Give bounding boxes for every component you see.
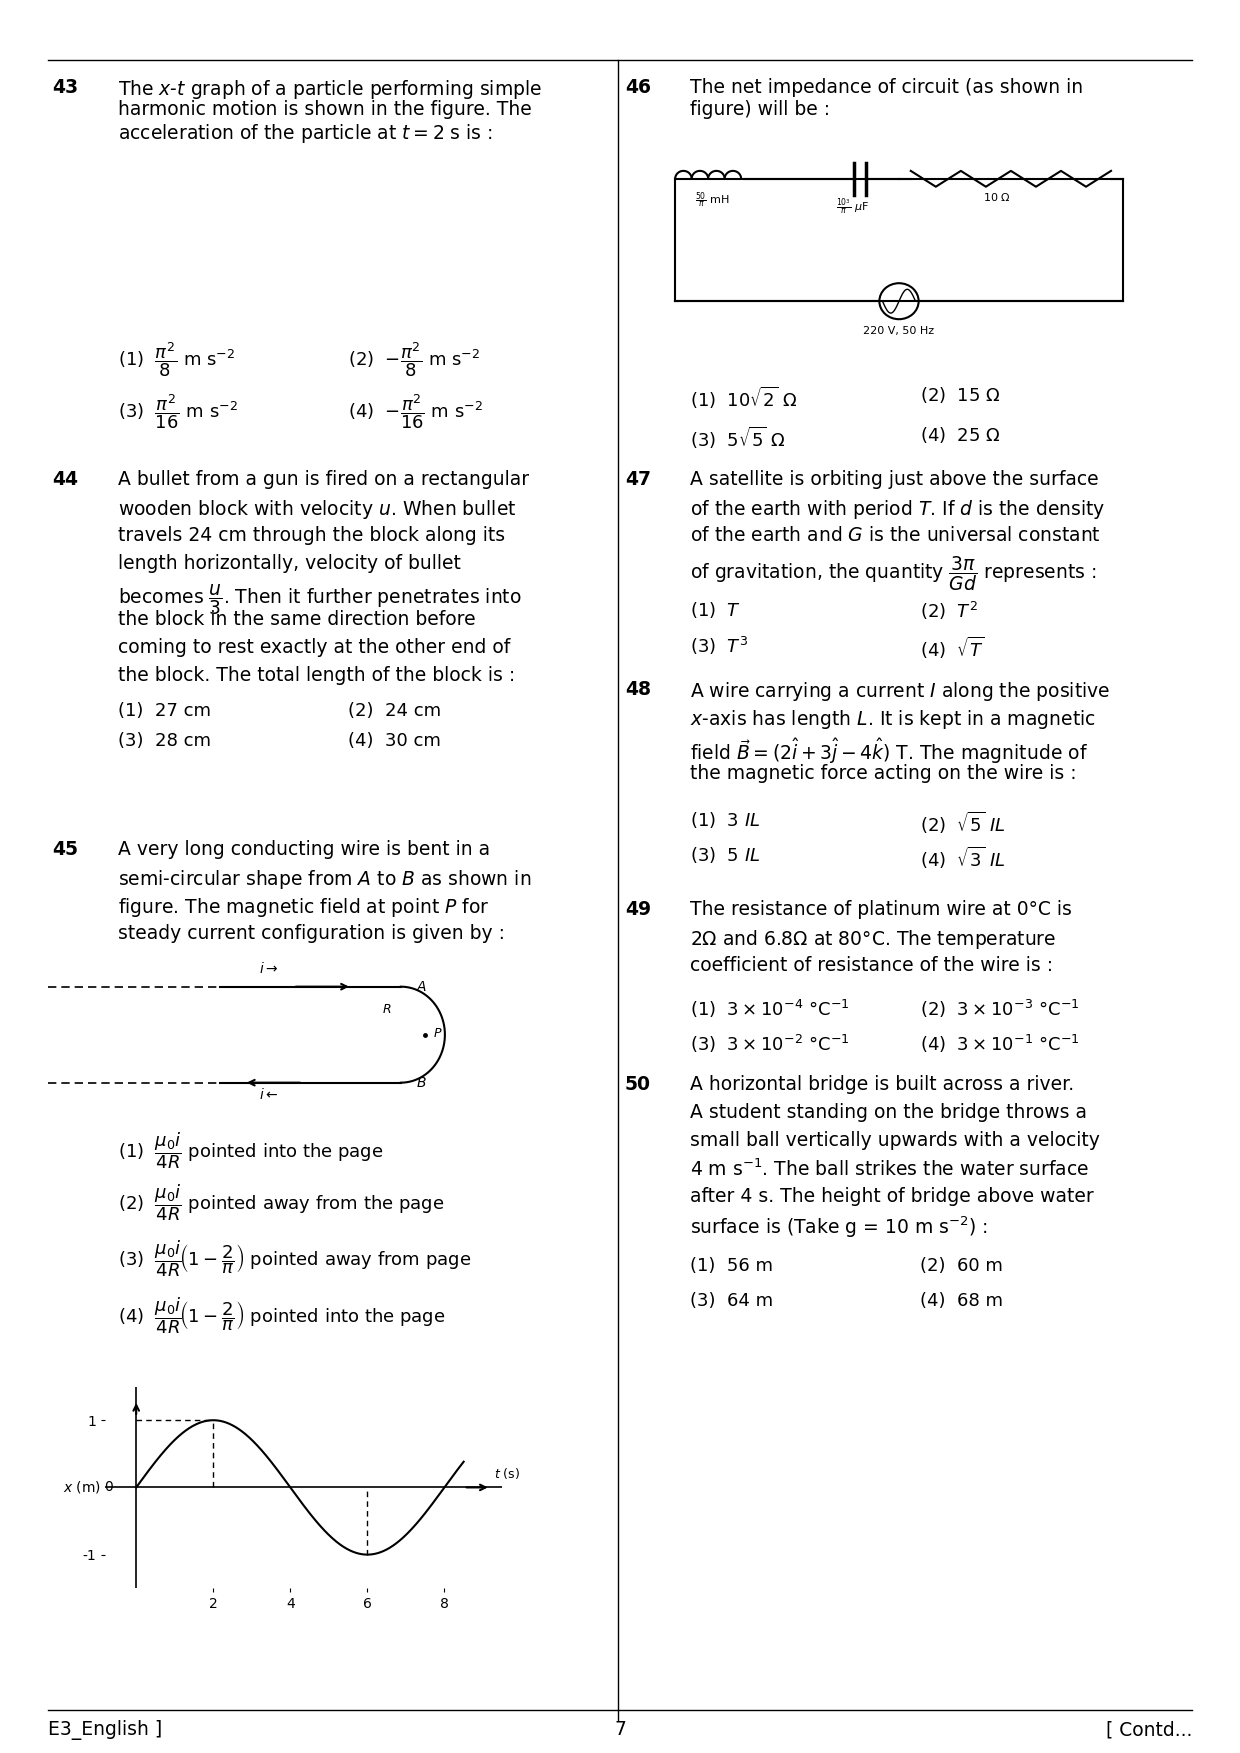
Text: 0: 0 [104, 1481, 113, 1494]
Text: (2)  $\sqrt{5}$ $IL$: (2) $\sqrt{5}$ $IL$ [920, 810, 1006, 836]
Text: (3)  28 cm: (3) 28 cm [118, 733, 211, 750]
Text: becomes $\dfrac{u}{3}$. Then it further penetrates into: becomes $\dfrac{u}{3}$. Then it further … [118, 582, 522, 617]
Text: (3)  $\dfrac{\pi^2}{16}$ m s$^{-2}$: (3) $\dfrac{\pi^2}{16}$ m s$^{-2}$ [118, 393, 238, 431]
Text: 4 m s$^{-1}$. The ball strikes the water surface: 4 m s$^{-1}$. The ball strikes the water… [689, 1159, 1089, 1180]
Text: A satellite is orbiting just above the surface: A satellite is orbiting just above the s… [689, 470, 1099, 489]
Text: of the earth and $G$ is the universal constant: of the earth and $G$ is the universal co… [689, 526, 1101, 545]
Text: semi-circular shape from $A$ to $B$ as shown in: semi-circular shape from $A$ to $B$ as s… [118, 868, 531, 891]
Text: (2)  60 m: (2) 60 m [920, 1257, 1003, 1274]
Text: figure) will be :: figure) will be : [689, 100, 830, 119]
Text: A student standing on the bridge throws a: A student standing on the bridge throws … [689, 1103, 1087, 1122]
Text: 2$\Omega$ and 6.8$\Omega$ at 80°C. The temperature: 2$\Omega$ and 6.8$\Omega$ at 80°C. The t… [689, 927, 1056, 950]
Text: (4)  68 m: (4) 68 m [920, 1292, 1003, 1309]
Text: (3)  64 m: (3) 64 m [689, 1292, 773, 1309]
Text: $x$ (m): $x$ (m) [63, 1480, 102, 1495]
Text: 48: 48 [625, 680, 651, 699]
Text: (2)  $\dfrac{\mu_0 i}{4R}$ pointed away from the page: (2) $\dfrac{\mu_0 i}{4R}$ pointed away f… [118, 1182, 444, 1222]
Text: 46: 46 [625, 77, 651, 96]
Text: length horizontally, velocity of bullet: length horizontally, velocity of bullet [118, 554, 461, 573]
Text: (3)  5 $IL$: (3) 5 $IL$ [689, 845, 760, 864]
Text: 50: 50 [625, 1075, 651, 1094]
Text: figure. The magnetic field at point $P$ for: figure. The magnetic field at point $P$ … [118, 896, 490, 919]
Text: (2)  $-\dfrac{\pi^2}{8}$ m s$^{-2}$: (2) $-\dfrac{\pi^2}{8}$ m s$^{-2}$ [348, 340, 480, 379]
Text: $\frac{50}{\pi}$ mH: $\frac{50}{\pi}$ mH [694, 191, 730, 212]
Text: field $\vec{B} = (2\hat{i}+3\hat{j}-4\hat{k})$ T. The magnitude of: field $\vec{B} = (2\hat{i}+3\hat{j}-4\ha… [689, 736, 1087, 766]
Text: wooden block with velocity $u$. When bullet: wooden block with velocity $u$. When bul… [118, 498, 517, 521]
Text: (1)  $\dfrac{\mu_0 i}{4R}$ pointed into the page: (1) $\dfrac{\mu_0 i}{4R}$ pointed into t… [118, 1131, 383, 1171]
Text: (4)  $\dfrac{\mu_0 i}{4R}\!\left(1-\dfrac{2}{\pi}\right)$ pointed into the page: (4) $\dfrac{\mu_0 i}{4R}\!\left(1-\dfrac… [118, 1295, 445, 1336]
Text: (3)  $T^3$: (3) $T^3$ [689, 635, 748, 657]
Text: [ Contd...: [ Contd... [1106, 1720, 1192, 1739]
Text: (4)  $3\times10^{-1}$ °C$^{-1}$: (4) $3\times10^{-1}$ °C$^{-1}$ [920, 1033, 1080, 1055]
Text: (4)  $-\dfrac{\pi^2}{16}$ m s$^{-2}$: (4) $-\dfrac{\pi^2}{16}$ m s$^{-2}$ [348, 393, 484, 431]
Text: harmonic motion is shown in the figure. The: harmonic motion is shown in the figure. … [118, 100, 532, 119]
Text: (3)  $3\times10^{-2}$ °C$^{-1}$: (3) $3\times10^{-2}$ °C$^{-1}$ [689, 1033, 849, 1055]
Text: $P$: $P$ [433, 1027, 443, 1040]
Text: (4)  25 $\Omega$: (4) 25 $\Omega$ [920, 424, 1001, 445]
Text: $i\leftarrow$: $i\leftarrow$ [259, 1087, 278, 1101]
Text: 43: 43 [52, 77, 78, 96]
Text: A wire carrying a current $I$ along the positive: A wire carrying a current $I$ along the … [689, 680, 1110, 703]
Text: (3)  $5\sqrt{5}\ \Omega$: (3) $5\sqrt{5}\ \Omega$ [689, 424, 786, 451]
Text: the magnetic force acting on the wire is :: the magnetic force acting on the wire is… [689, 764, 1076, 784]
Text: (1)  $3\times10^{-4}$ °C$^{-1}$: (1) $3\times10^{-4}$ °C$^{-1}$ [689, 997, 849, 1020]
Text: 49: 49 [625, 899, 651, 919]
Text: A bullet from a gun is fired on a rectangular: A bullet from a gun is fired on a rectan… [118, 470, 529, 489]
Text: coming to rest exactly at the other end of: coming to rest exactly at the other end … [118, 638, 510, 657]
Text: of gravitation, the quantity $\dfrac{3\pi}{Gd}$ represents :: of gravitation, the quantity $\dfrac{3\p… [689, 554, 1096, 593]
Text: (4)  $\sqrt{T}$: (4) $\sqrt{T}$ [920, 635, 985, 661]
Text: 10 $\Omega$: 10 $\Omega$ [983, 191, 1011, 203]
Text: (3)  $\dfrac{\mu_0 i}{4R}\!\left(1-\dfrac{2}{\pi}\right)$ pointed away from page: (3) $\dfrac{\mu_0 i}{4R}\!\left(1-\dfrac… [118, 1238, 471, 1278]
Text: (2)  $T^2$: (2) $T^2$ [920, 600, 978, 622]
Text: $B$: $B$ [415, 1076, 427, 1090]
Text: 47: 47 [625, 470, 651, 489]
Text: 7: 7 [614, 1720, 626, 1739]
Text: small ball vertically upwards with a velocity: small ball vertically upwards with a vel… [689, 1131, 1100, 1150]
Text: $R$: $R$ [382, 1003, 391, 1017]
Text: (4)  30 cm: (4) 30 cm [348, 733, 441, 750]
Text: (1)  $T$: (1) $T$ [689, 600, 742, 621]
Text: $\frac{10^3}{\pi}\ \mu$F: $\frac{10^3}{\pi}\ \mu$F [836, 196, 869, 216]
Text: 45: 45 [52, 840, 78, 859]
Text: $A$: $A$ [415, 980, 427, 994]
Text: surface is (Take g = 10 m s$^{-2}$) :: surface is (Take g = 10 m s$^{-2}$) : [689, 1215, 987, 1241]
Text: acceleration of the particle at $t = 2$ s is :: acceleration of the particle at $t = 2$ … [118, 123, 492, 145]
Text: $x$-axis has length $L$. It is kept in a magnetic: $x$-axis has length $L$. It is kept in a… [689, 708, 1096, 731]
Text: (1)  $10\sqrt{2}\ \Omega$: (1) $10\sqrt{2}\ \Omega$ [689, 386, 797, 412]
Text: (1)  56 m: (1) 56 m [689, 1257, 773, 1274]
Text: The $x$-$t$ graph of a particle performing simple: The $x$-$t$ graph of a particle performi… [118, 77, 542, 102]
Text: $t$ (s): $t$ (s) [495, 1466, 521, 1481]
Text: (2)  15 $\Omega$: (2) 15 $\Omega$ [920, 386, 1001, 405]
Text: A very long conducting wire is bent in a: A very long conducting wire is bent in a [118, 840, 490, 859]
Text: after 4 s. The height of bridge above water: after 4 s. The height of bridge above wa… [689, 1187, 1094, 1206]
Text: the block. The total length of the block is :: the block. The total length of the block… [118, 666, 516, 685]
Text: (2)  $3\times10^{-3}$ °C$^{-1}$: (2) $3\times10^{-3}$ °C$^{-1}$ [920, 997, 1080, 1020]
Text: the block in the same direction before: the block in the same direction before [118, 610, 476, 629]
Text: steady current configuration is given by :: steady current configuration is given by… [118, 924, 505, 943]
Text: The resistance of platinum wire at 0°C is: The resistance of platinum wire at 0°C i… [689, 899, 1071, 919]
Text: of the earth with period $T$. If $d$ is the density: of the earth with period $T$. If $d$ is … [689, 498, 1105, 521]
Text: (1)  3 $IL$: (1) 3 $IL$ [689, 810, 760, 829]
Text: The net impedance of circuit (as shown in: The net impedance of circuit (as shown i… [689, 77, 1083, 96]
Text: 44: 44 [52, 470, 78, 489]
Text: E3_English ]: E3_English ] [48, 1720, 162, 1741]
Text: (2)  24 cm: (2) 24 cm [348, 701, 441, 720]
Text: 220 V, 50 Hz: 220 V, 50 Hz [863, 326, 935, 337]
Text: coefficient of resistance of the wire is :: coefficient of resistance of the wire is… [689, 955, 1053, 975]
Text: travels 24 cm through the block along its: travels 24 cm through the block along it… [118, 526, 505, 545]
Text: $i\rightarrow$: $i\rightarrow$ [259, 961, 278, 976]
Text: (4)  $\sqrt{3}$ $IL$: (4) $\sqrt{3}$ $IL$ [920, 845, 1006, 871]
Text: A horizontal bridge is built across a river.: A horizontal bridge is built across a ri… [689, 1075, 1074, 1094]
Text: (1)  27 cm: (1) 27 cm [118, 701, 211, 720]
Text: (1)  $\dfrac{\pi^2}{8}$ m s$^{-2}$: (1) $\dfrac{\pi^2}{8}$ m s$^{-2}$ [118, 340, 236, 379]
